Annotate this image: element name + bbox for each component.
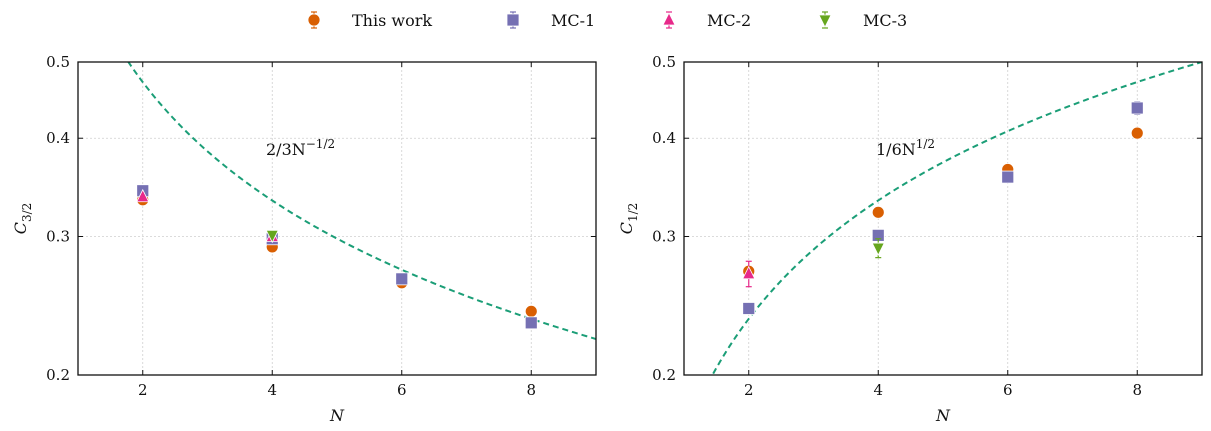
point-this_work <box>1130 126 1144 140</box>
x-tick-label: 6 <box>1003 381 1013 399</box>
point-mc3 <box>265 229 279 244</box>
legend-marker-square <box>506 13 520 27</box>
x-tick-label: 4 <box>267 381 277 399</box>
legend: This work MC-1 MC-2 MC-3 <box>307 11 907 30</box>
panel-left: 2/3N−1/2 2 4 6 8 0.2 0.3 0.4 0.5 N C3/2 <box>11 53 597 425</box>
y-tick-label: 0.3 <box>46 227 70 245</box>
x-tick-label: 2 <box>138 381 148 399</box>
x-tick-label: 2 <box>744 381 754 399</box>
point-mc3 <box>871 242 885 256</box>
fit-label: 1/6N1/2 <box>876 137 935 159</box>
point-mc2 <box>136 188 150 203</box>
legend-item-this_work: This work <box>307 11 432 30</box>
y-tick-label: 0.2 <box>46 366 70 384</box>
x-tick-label: 8 <box>1132 381 1142 399</box>
legend-label: MC-2 <box>707 11 751 30</box>
x-tick-label: 6 <box>397 381 407 399</box>
legend-item-mc3: MC-3 <box>818 11 907 30</box>
y-tick-label: 0.5 <box>652 53 676 71</box>
point-mc1 <box>395 272 409 286</box>
point-this_work <box>524 304 538 318</box>
plot-frame <box>683 61 1203 376</box>
legend-item-mc2: MC-2 <box>662 11 751 30</box>
panel-right: 1/6N1/2 2 4 6 8 0.2 0.3 0.4 0.5 N C1/2 <box>617 53 1203 425</box>
y-tick-label: 0.4 <box>46 129 70 147</box>
y-tick-label: 0.3 <box>652 227 676 245</box>
x-tick-label: 4 <box>873 381 883 399</box>
point-mc1 <box>1130 101 1144 115</box>
legend-label: MC-3 <box>863 11 907 30</box>
legend-label: This work <box>352 11 432 30</box>
point-mc1 <box>742 302 756 315</box>
fit-label: 2/3N−1/2 <box>266 137 335 159</box>
point-mc1 <box>1001 170 1015 184</box>
legend-marker-triangle-up <box>662 12 676 26</box>
fit-curve <box>711 62 1202 375</box>
legend-label: MC-1 <box>551 11 595 30</box>
point-this_work <box>871 205 885 219</box>
x-tick-label: 8 <box>526 381 536 399</box>
y-tick-label: 0.4 <box>652 129 676 147</box>
y-axis-label: C1/2 <box>617 203 640 235</box>
y-tick-label: 0.2 <box>652 366 676 384</box>
y-tick-label: 0.5 <box>46 53 70 71</box>
plot-frame <box>77 61 597 376</box>
y-axis-label: C3/2 <box>11 203 34 235</box>
point-mc1 <box>524 316 538 330</box>
x-axis-label: N <box>329 406 345 425</box>
legend-marker-triangle-down <box>818 14 832 28</box>
fit-curve <box>127 62 596 340</box>
legend-item-mc1: MC-1 <box>506 11 595 30</box>
legend-marker-circle <box>307 13 321 27</box>
x-axis-label: N <box>935 406 951 425</box>
point-mc2 <box>742 265 756 280</box>
